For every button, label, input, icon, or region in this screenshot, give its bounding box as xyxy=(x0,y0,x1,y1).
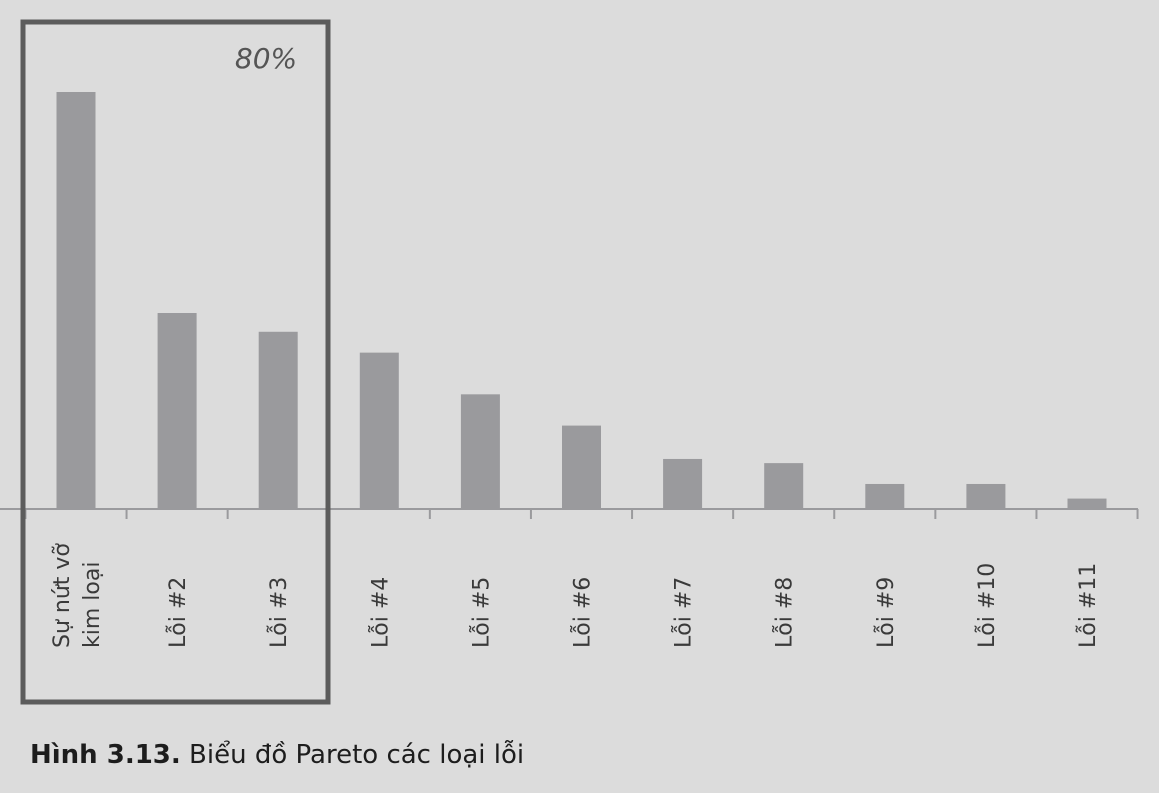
bar-6 xyxy=(562,425,601,509)
category-label-8: Lỗi #8 xyxy=(772,577,798,648)
bar-8 xyxy=(764,463,804,509)
figure-caption: Hình 3.13. Biểu đồ Pareto các loại lỗi xyxy=(30,740,524,770)
x-axis-ticks xyxy=(24,509,1139,519)
bar-10 xyxy=(966,483,1006,509)
bar-4 xyxy=(359,352,399,509)
category-label-2: Lỗi #2 xyxy=(165,577,191,648)
category-label-9: Lỗi #9 xyxy=(873,577,899,648)
category-label-1-line-1: Sự nứt vỡ xyxy=(50,543,75,648)
bar-1 xyxy=(56,92,96,509)
category-label-5: Lỗi #5 xyxy=(468,577,494,648)
bar-11 xyxy=(1067,498,1107,509)
bar-3 xyxy=(258,331,298,509)
eighty-percent-label: 80% xyxy=(235,42,297,75)
category-label-7: Lỗi #7 xyxy=(671,577,697,648)
eighty-percent-box xyxy=(20,19,331,705)
category-label-11: Lỗi #11 xyxy=(1075,563,1101,648)
category-label-3: Lỗi #3 xyxy=(266,577,292,648)
bar-2 xyxy=(157,313,197,509)
category-label-10: Lỗi #10 xyxy=(974,563,1000,648)
category-label-4: Lỗi #4 xyxy=(367,577,393,648)
bar-9 xyxy=(865,483,905,509)
caption-text: Biểu đồ Pareto các loại lỗi xyxy=(180,740,525,770)
category-label-1-line-2: kim loại xyxy=(80,562,105,648)
x-axis-labels: Sự nứt vỡ kim loại Lỗi #2 Lỗi #3 Lỗi #4 Lỗi #… xyxy=(50,543,1101,648)
caption-number: Hình 3.13. xyxy=(30,740,181,770)
bar-7 xyxy=(663,458,703,509)
bars-group xyxy=(56,92,1107,509)
pareto-chart: Sự nứt vỡ kim loại Lỗi #2 Lỗi #3 Lỗi #4 Lỗi #… xyxy=(0,19,1139,705)
category-label-6: Lỗi #6 xyxy=(570,577,596,648)
bar-5 xyxy=(460,394,500,509)
